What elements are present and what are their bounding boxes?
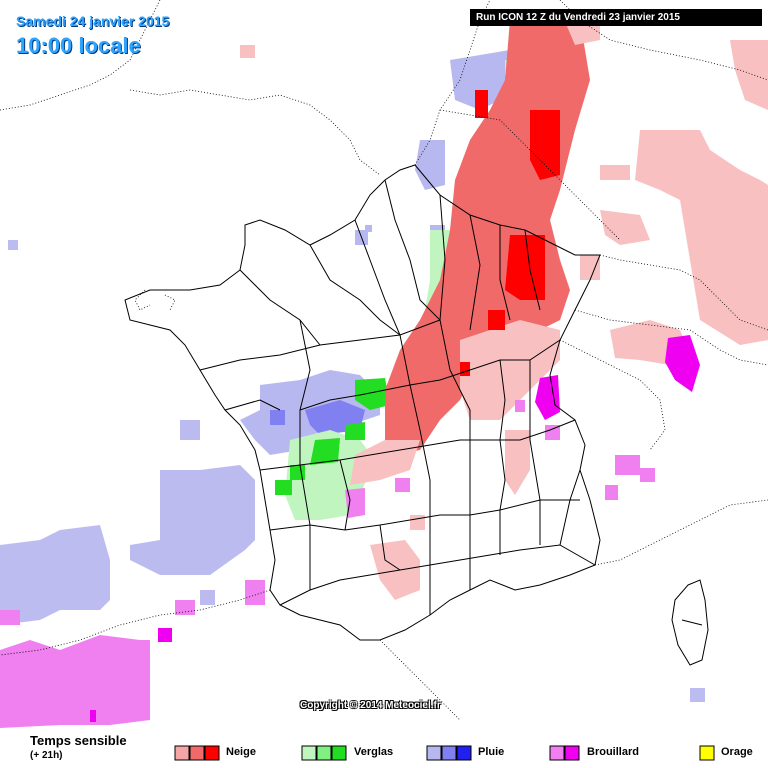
snow-area-main xyxy=(350,15,600,600)
legend-brouillard-swatch xyxy=(549,745,580,761)
legend-pluie-label: Pluie xyxy=(478,746,505,758)
legend-neige-label: Neige xyxy=(226,746,256,758)
legend-swatches xyxy=(174,745,715,761)
legend-pluie-swatch xyxy=(426,745,472,761)
legend-neige-swatch xyxy=(174,745,220,761)
corsica-outline xyxy=(671,579,709,666)
legend-title: Temps sensible xyxy=(30,733,127,748)
fog-area-alps xyxy=(345,335,700,518)
legend-verglas-swatch xyxy=(301,745,347,761)
legend-brouillard-label: Brouillard xyxy=(587,746,639,758)
legend-orage-label: Orage xyxy=(721,746,753,758)
copyright-notice: Copyright © 2014 Meteociel.fr xyxy=(300,700,441,711)
legend-verglas-label: Verglas xyxy=(354,746,394,758)
snow-area-northeast xyxy=(560,10,768,365)
model-run-label: Run ICON 12 Z du Vendredi 23 janvier 201… xyxy=(470,9,762,26)
forecast-time: 10:00 locale xyxy=(16,33,141,58)
legend-subtitle: (+ 21h) xyxy=(30,750,63,761)
forecast-date: Samedi 24 janvier 2015 xyxy=(16,13,170,29)
fog-area-atlantic xyxy=(0,580,265,728)
legend-orage-swatch xyxy=(699,745,715,761)
france-outline xyxy=(124,164,601,641)
rain-area-atlantic xyxy=(0,240,705,702)
neighbour-borders xyxy=(0,0,768,721)
